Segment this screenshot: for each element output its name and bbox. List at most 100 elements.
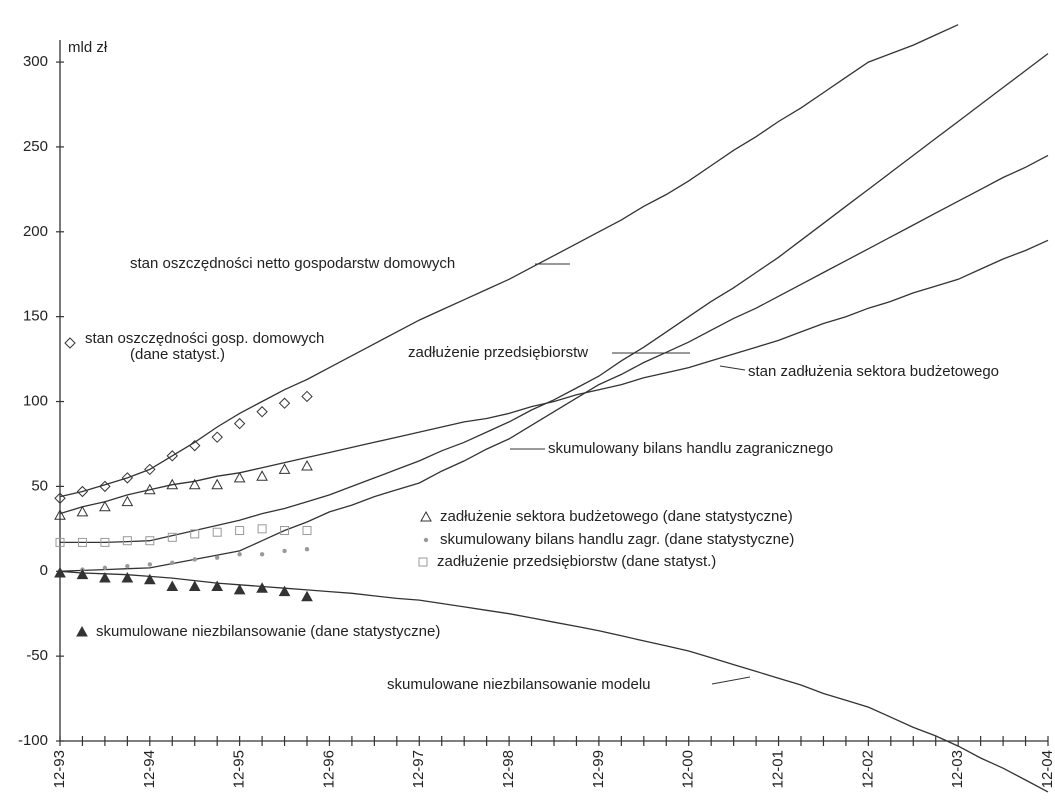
data-point	[256, 470, 268, 481]
y-tick-label: 50	[31, 477, 48, 494]
data-point	[147, 562, 153, 567]
data-point	[233, 417, 246, 430]
legend-marker	[420, 510, 432, 522]
data-point	[170, 560, 175, 565]
x-tick-label: 12-94	[141, 750, 158, 788]
data-point	[76, 568, 89, 580]
data-point	[144, 463, 156, 476]
data-point	[102, 565, 108, 571]
data-point	[54, 566, 66, 578]
legend-marker	[418, 557, 428, 567]
x-tick-label: 12-04	[1039, 750, 1055, 788]
data-point	[302, 526, 312, 536]
data-point	[99, 572, 111, 583]
data-point	[278, 585, 291, 597]
y-tick-label: 150	[23, 308, 48, 325]
data-point	[211, 478, 224, 490]
data-point	[166, 478, 179, 490]
series-line	[59, 239, 1049, 515]
data-point	[188, 580, 201, 592]
data-point	[54, 492, 66, 504]
x-tick-label: 12-93	[51, 750, 68, 788]
data-point	[212, 527, 222, 537]
x-tick-label: 12-95	[231, 750, 248, 788]
x-tick-label: 12-00	[680, 750, 697, 788]
data-point	[190, 529, 200, 539]
data-point	[214, 555, 220, 560]
x-tick-label: 12-03	[949, 750, 966, 788]
data-point	[233, 471, 246, 483]
y-tick-label: 0	[40, 562, 48, 579]
series-label: skumulowany bilans handlu zagranicznego	[548, 440, 833, 457]
data-point	[100, 537, 110, 547]
series-label: zadłużenie sektora budżetowego (dane sta…	[440, 508, 793, 525]
series-label: (dane statyst.)	[130, 346, 225, 363]
data-point	[188, 478, 201, 490]
data-point	[192, 557, 197, 562]
data-point	[76, 485, 89, 498]
leader-line	[711, 676, 751, 685]
data-point	[167, 532, 177, 542]
y-tick-label: -50	[26, 647, 48, 664]
data-point	[256, 406, 268, 418]
series-line	[59, 154, 1049, 572]
data-point	[166, 580, 179, 592]
data-point	[166, 450, 178, 462]
data-point	[282, 548, 287, 554]
series-label: skumulowane niezbilansowanie (dane staty…	[96, 623, 440, 640]
data-point	[211, 431, 223, 443]
y-tick-label: 250	[23, 138, 48, 155]
x-tick-label: 12-98	[500, 750, 517, 788]
data-point	[211, 580, 224, 592]
legend-marker	[423, 537, 429, 543]
data-point	[145, 536, 155, 546]
series-label: stan zadłużenia sektora budżetowego	[748, 363, 999, 380]
data-point	[301, 390, 313, 403]
data-point	[233, 583, 246, 595]
y-tick-label: 100	[23, 393, 48, 410]
series-label: stan oszczędności netto gospodarstw domo…	[130, 255, 455, 272]
series-label: skumulowany bilans handlu zagr. (dane st…	[440, 531, 794, 548]
data-point	[143, 483, 156, 495]
data-point	[76, 505, 89, 517]
legend-marker	[64, 337, 76, 349]
data-point	[125, 563, 130, 569]
data-point	[304, 547, 310, 552]
data-point	[301, 460, 313, 471]
data-point	[189, 439, 201, 452]
data-point	[237, 552, 242, 557]
data-point	[99, 480, 111, 493]
data-point	[122, 536, 132, 546]
data-point	[257, 524, 267, 534]
x-tick-label: 12-02	[859, 750, 876, 788]
leader-line	[719, 365, 746, 371]
y-tick-label: 300	[23, 53, 48, 70]
series-line	[59, 570, 1049, 793]
data-point	[121, 572, 134, 583]
series-label: zadłużenie przedsiębiorstw (dane statyst…	[437, 553, 716, 570]
x-tick-label: 12-01	[770, 750, 787, 788]
data-point	[301, 590, 313, 602]
x-tick-label: 12-99	[590, 750, 607, 788]
legend-marker	[76, 625, 88, 637]
data-point	[121, 472, 134, 484]
y-tick-label: 200	[23, 223, 48, 240]
data-point	[259, 552, 265, 557]
data-point	[54, 509, 66, 520]
data-point	[99, 500, 111, 512]
data-point	[280, 526, 290, 536]
data-point	[121, 495, 134, 507]
data-point	[256, 582, 268, 593]
series-label: skumulowane niezbilansowanie modelu	[387, 676, 651, 693]
series-line	[60, 53, 1049, 544]
x-tick-label: 12-96	[320, 750, 337, 788]
y-axis-label: mld zł	[68, 39, 108, 56]
data-point	[143, 573, 156, 585]
data-point	[235, 526, 245, 536]
data-point	[278, 463, 291, 474]
data-point	[278, 397, 291, 409]
data-point	[55, 537, 65, 547]
series-line	[59, 24, 959, 498]
series-label: stan oszczędności gosp. domowych	[85, 330, 324, 347]
